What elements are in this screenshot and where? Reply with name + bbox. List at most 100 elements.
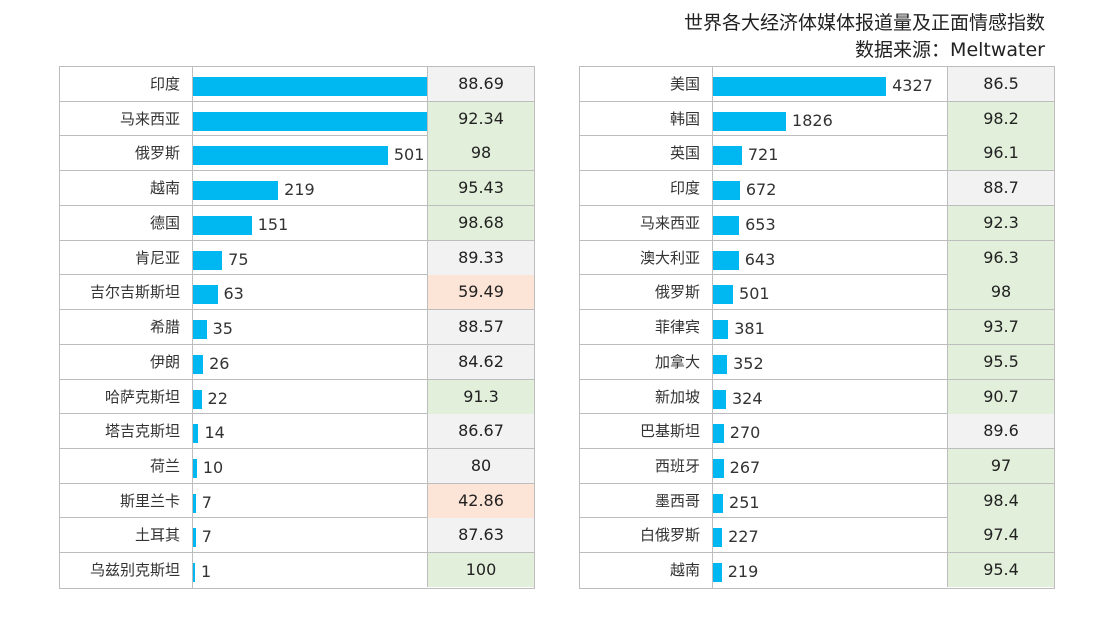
sentiment-score-cell: 91.3 [427, 379, 534, 414]
right-table-chart: 美国 4327 86.5 韩国 1826 98.2 英国 721 96.1 印度 672 88.7 马来… [579, 66, 1055, 589]
bar [193, 181, 279, 201]
bar [713, 389, 726, 409]
bar [193, 320, 207, 340]
table-row: 墨西哥 251 98.4 [580, 483, 1054, 519]
country-label: 韩国 [669, 109, 700, 128]
table-row: 马来西亚 653 92.3 [580, 205, 1054, 241]
bar-value-label: 7 [201, 527, 212, 547]
sentiment-score-cell: 96.1 [947, 136, 1054, 171]
bar-value-label: 22 [207, 388, 228, 408]
country-label: 希腊 [149, 318, 180, 337]
bar [193, 354, 204, 374]
bar-value-label: 35 [212, 319, 233, 339]
country-label: 俄罗斯 [654, 283, 700, 302]
bar-value-label: 10 [202, 458, 224, 478]
country-label: 吉尔吉斯斯坦 [89, 283, 180, 302]
country-label: 肯尼亚 [134, 248, 180, 267]
bar [713, 215, 740, 235]
country-label: 俄罗斯 [134, 144, 180, 163]
country-label: 英国 [669, 144, 700, 163]
table-row: 韩国 1826 98.2 [580, 101, 1054, 137]
country-label: 荷兰 [149, 457, 180, 476]
country-label: 塔吉克斯坦 [104, 422, 180, 441]
bar-value-label: 75 [228, 249, 249, 269]
country-label: 印度 [669, 179, 700, 198]
table-row: 巴基斯坦 270 89.6 [580, 414, 1054, 450]
country-label: 巴基斯坦 [639, 422, 700, 441]
bar-value-label: 1 [201, 562, 212, 582]
table-row: 加拿大 352 95.5 [580, 344, 1054, 380]
table-row: 斯里兰卡 7 42.86 [60, 483, 534, 519]
bar-value-label: 7 [201, 492, 212, 512]
bar-value-label: 270 [729, 423, 761, 443]
table-row: 越南 219 95.43 [60, 171, 534, 206]
country-label: 美国 [669, 75, 700, 93]
bar-value-label: 501 [393, 145, 425, 165]
bar-value-label: 324 [731, 388, 763, 408]
sentiment-score-cell: 88.7 [947, 171, 1054, 206]
bar-value-label: 63 [223, 284, 244, 304]
bar [713, 285, 734, 305]
sentiment-score-cell: 97.4 [947, 518, 1054, 553]
table-row: 吉尔吉斯斯坦 63 59.49 [60, 275, 534, 311]
bar [193, 146, 388, 166]
bar [193, 285, 218, 305]
table-row: 英国 721 96.1 [580, 136, 1054, 172]
sentiment-score-cell: 89.33 [427, 240, 534, 275]
sentiment-score-cell: 59.49 [427, 275, 534, 310]
table-row: 新加坡 324 90.7 [580, 379, 1054, 415]
bar-value-label: 227 [728, 527, 759, 547]
bar [713, 354, 728, 374]
table-row: 乌兹别克斯坦 1 100 [60, 553, 534, 588]
chart-title: 世界各大经济体媒体报道量及正面情感指数 [683, 12, 1045, 34]
bar [193, 459, 197, 479]
bar-value-label: 672 [745, 180, 777, 200]
sentiment-score-cell: 98 [427, 136, 534, 171]
sentiment-score-cell: 95.4 [947, 553, 1054, 588]
table-row: 伊朗 26 84.62 [60, 344, 534, 380]
bar [713, 181, 740, 201]
table-row: 美国 4327 86.5 [580, 67, 1054, 102]
bar-value-label: 352 [733, 353, 764, 373]
sentiment-score-cell: 98.4 [947, 483, 1054, 518]
chart-header: 世界各大经济体媒体报道量及正面情感指数 数据来源：Meltwater [684, 10, 1045, 64]
bar-value-label: 26 [209, 353, 230, 373]
table-row: 俄罗斯 501 98 [580, 275, 1054, 311]
table-row: 菲律宾 381 93.7 [580, 310, 1054, 345]
country-label: 马来西亚 [639, 213, 700, 232]
country-label: 马来西亚 [119, 109, 180, 128]
bar [193, 493, 196, 513]
table-row: 土耳其 7 87.63 [60, 518, 534, 554]
country-label: 德国 [149, 213, 180, 232]
sentiment-score-cell: 96.3 [947, 240, 1054, 275]
country-label: 澳大利亚 [639, 248, 700, 267]
sentiment-score-cell: 95.5 [947, 344, 1054, 379]
table-row: 肯尼亚 75 89.33 [60, 240, 534, 276]
country-label: 白俄罗斯 [639, 526, 700, 545]
country-label: 加拿大 [654, 352, 700, 371]
bar [713, 424, 724, 444]
sentiment-score-cell: 92.34 [427, 101, 534, 136]
country-label: 西班牙 [654, 457, 700, 476]
sentiment-score-cell: 93.7 [947, 310, 1054, 345]
bar-value-label: 267 [729, 458, 761, 478]
table-row: 印度 672 88.7 [580, 171, 1054, 206]
bar-value-label: 653 [745, 214, 776, 234]
bar [193, 424, 199, 444]
sentiment-score-cell: 100 [427, 553, 534, 588]
bar [713, 111, 787, 131]
sentiment-score-cell: 86.67 [427, 414, 534, 449]
bar-value-label: 643 [744, 249, 776, 269]
chart-source: 数据来源：Meltwater [855, 39, 1045, 61]
sentiment-score-cell: 88.57 [427, 310, 534, 345]
sentiment-score-cell: 97 [947, 449, 1054, 484]
bar [193, 389, 202, 409]
sentiment-score-cell: 92.3 [947, 205, 1054, 240]
table-row: 俄罗斯 501 98 [60, 136, 534, 172]
bar [713, 459, 724, 479]
bar-value-label: 151 [257, 214, 289, 234]
bar-value-label: 14 [204, 423, 225, 443]
